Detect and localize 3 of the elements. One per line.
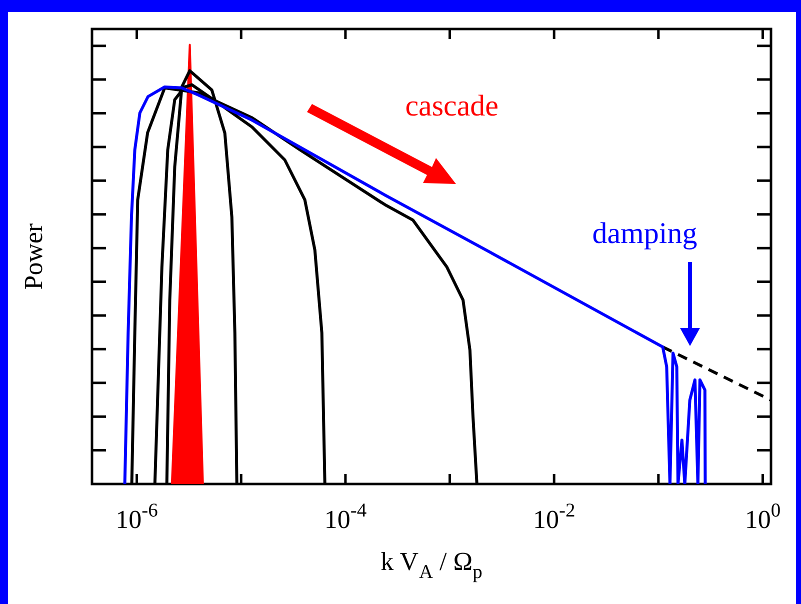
annotation: cascade <box>405 89 499 122</box>
annotation: damping <box>592 216 698 250</box>
y-axis-title: Power <box>19 222 48 290</box>
